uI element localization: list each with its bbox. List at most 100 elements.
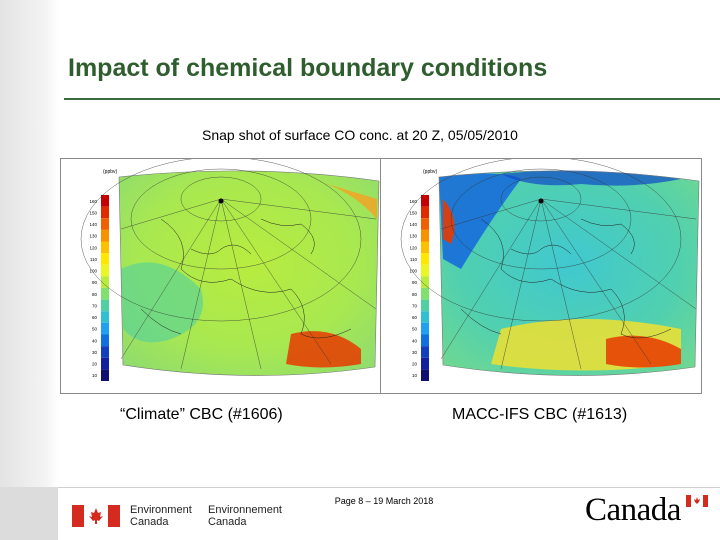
- colorbar-swatch: [421, 206, 429, 219]
- page-number-text: Page 8 – 19 March 2018: [334, 496, 434, 506]
- colorbar-swatch: [421, 334, 429, 347]
- co-map-macc: (ppbv) 160 150 140 130 120 110 100 90 80 70 60 50 40…: [400, 159, 700, 381]
- coastlines: [140, 218, 352, 339]
- north-pole-marker: [538, 198, 544, 204]
- colorbar-swatch: [421, 357, 429, 370]
- colorbar-tick-label: 130: [409, 234, 417, 239]
- colorbar-tick-label: 20: [92, 362, 98, 367]
- colorbar-tick-label: 60: [412, 315, 418, 320]
- colorbar-tick-label: 90: [412, 280, 418, 285]
- left-decor-strip: [0, 0, 58, 540]
- colorbar-swatch: [101, 206, 109, 219]
- colorbar-swatch: [421, 346, 429, 358]
- caption-climate-cbc: “Climate” CBC (#1606): [120, 406, 283, 423]
- field-high-west-spot: [443, 199, 455, 244]
- field-low-northwest: [439, 173, 521, 269]
- colorbar-tick-label: 80: [412, 292, 418, 297]
- north-pole-marker: [218, 198, 224, 204]
- colorbar-swatch: [421, 264, 429, 277]
- colorbar-tick-label: 30: [412, 350, 418, 355]
- signature-fr-line1: Environnement: [208, 504, 282, 516]
- colorbar-tick-label: 40: [92, 338, 98, 343]
- left-decor-strip-bottom: [0, 487, 58, 540]
- footer-divider: [58, 487, 720, 488]
- colorbar-tick-label: 160: [409, 199, 417, 204]
- title-underline: [64, 98, 720, 100]
- map-panel-macc-cbc: (ppbv) 160 150 140 130 120 110 100 90 80 70 60 50 40…: [380, 158, 702, 394]
- field-high-north: [311, 179, 377, 219]
- signature-french: Environnement Canada: [208, 504, 282, 528]
- colorbar-tick-label: 100: [89, 269, 97, 274]
- colorbar-tick-label: 90: [92, 280, 98, 285]
- colorbar-tick-label: 20: [412, 362, 418, 367]
- colorbar-tick-label: 110: [90, 257, 98, 262]
- map-panel-climate-cbc: (ppbv) 160 150 140 130 120 110 100 90 80 70 60 50 40…: [60, 158, 382, 394]
- colorbar-swatch: [421, 322, 429, 335]
- field-high-southeast: [606, 335, 681, 368]
- colorbar-tick-label: 100: [409, 269, 417, 274]
- colorbar-swatch: [101, 276, 109, 288]
- colorbar-labels: 160 150 140 130 120 110 100 90 80 70 60 50 40 30 20 10: [89, 199, 97, 378]
- colorbar-swatch: [101, 229, 109, 242]
- slide-title: Impact of chemical boundary conditions: [68, 54, 548, 82]
- colorbar-unit: (ppbv): [103, 169, 118, 175]
- colorbar-tick-label: 110: [410, 257, 418, 262]
- colorbar-tick-label: 40: [412, 338, 418, 343]
- colorbar-tick-label: 120: [89, 245, 97, 250]
- colorbar-swatch: [101, 346, 109, 358]
- colorbar-tick-label: 120: [409, 245, 417, 250]
- canada-wordmark: Canada: [585, 492, 681, 528]
- colorbar-swatch: [101, 357, 109, 370]
- colorbar-swatch: [101, 322, 109, 335]
- colorbar-swatch: [101, 299, 109, 312]
- colorbar-swatch: [421, 288, 429, 300]
- slide-subtitle: Snap shot of surface CO conc. at 20 Z, 0…: [202, 127, 518, 143]
- colorbar-swatch: [421, 241, 429, 254]
- colorbar-swatch: [421, 229, 429, 242]
- colorbar-unit: (ppbv): [423, 169, 438, 175]
- co-map-climate: (ppbv) 160 150 140 130 120 110 100 90 80 70 60 50 40…: [80, 159, 380, 381]
- colorbar-swatch: [101, 369, 109, 381]
- colorbar-tick-label: 160: [89, 199, 97, 204]
- colorbar-tick-label: 140: [409, 222, 417, 227]
- colorbar-tick-label: 130: [89, 234, 97, 239]
- coastlines: [460, 218, 672, 339]
- map-graticule: [400, 159, 697, 370]
- colorbar-tick-label: 60: [92, 315, 98, 320]
- footer-page-info: Page 8 – 19 March 2018: [0, 496, 720, 506]
- colorbar-swatch: [101, 334, 109, 347]
- colorbar-swatch: [421, 218, 429, 230]
- colorbar: [421, 195, 429, 381]
- colorbar-labels: 160 150 140 130 120 110 100 90 80 70 60 50 40 30 20 10: [409, 199, 417, 378]
- colorbar-swatch: [421, 253, 429, 265]
- field-low-west: [121, 262, 203, 343]
- field-high-southeast: [286, 331, 361, 368]
- colorbar-tick-label: 150: [409, 210, 417, 215]
- colorbar-tick-label: 10: [92, 373, 98, 378]
- colorbar-tick-label: 140: [89, 222, 97, 227]
- colorbar-swatch: [101, 195, 109, 207]
- colorbar-swatch: [101, 218, 109, 230]
- map-graticule: [80, 159, 377, 370]
- canada-flag-icon: [72, 505, 120, 527]
- caption-macc-cbc: MACC-IFS CBC (#1613): [452, 406, 628, 423]
- colorbar-swatch: [101, 241, 109, 254]
- colorbar-swatch: [101, 253, 109, 265]
- colorbar-swatch: [101, 311, 109, 323]
- colorbar-tick-label: 10: [412, 373, 418, 378]
- signature-en-line1: Environment: [130, 504, 192, 516]
- colorbar-tick-label: 150: [89, 210, 97, 215]
- signature-english: Environment Canada: [130, 504, 192, 528]
- colorbar-swatch: [421, 195, 429, 207]
- colorbar-tick-label: 70: [412, 303, 418, 308]
- colorbar-swatch: [421, 276, 429, 288]
- map-boundary: [118, 170, 380, 376]
- colorbar-tick-label: 80: [92, 292, 98, 297]
- colorbar-tick-label: 70: [92, 303, 98, 308]
- wordmark-flag-icon: [686, 495, 708, 507]
- signature-en-line2: Canada: [130, 516, 169, 528]
- colorbar-swatch: [421, 369, 429, 381]
- colorbar-tick-label: 50: [92, 327, 98, 332]
- colorbar: [101, 195, 109, 381]
- colorbar-tick-label: 50: [412, 327, 418, 332]
